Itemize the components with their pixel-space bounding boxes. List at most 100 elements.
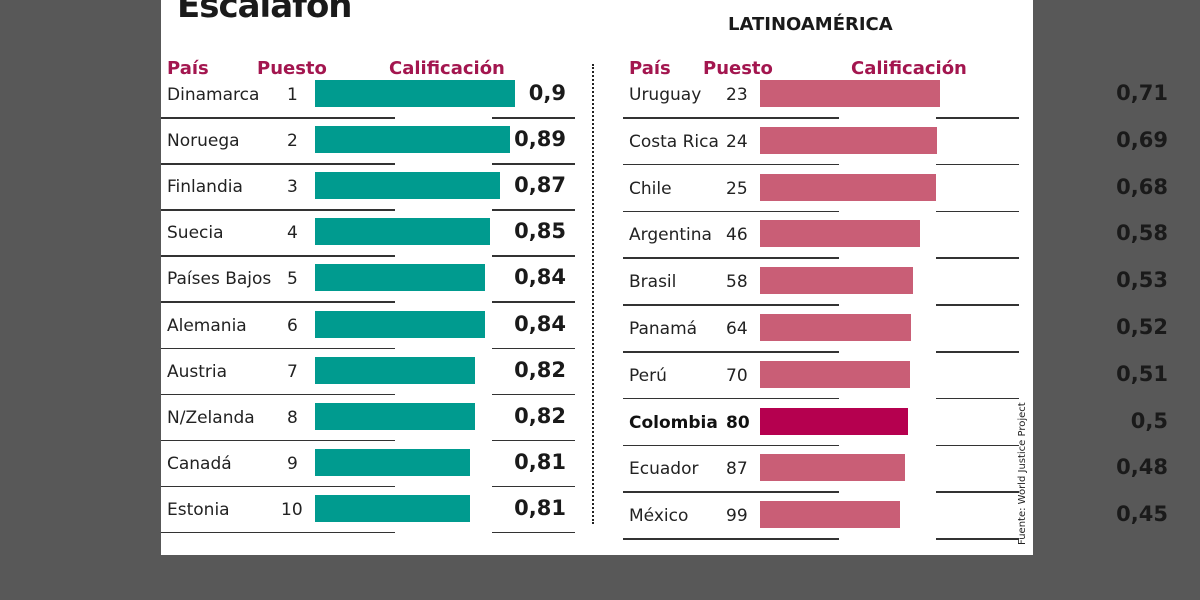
row-divider [161, 347, 395, 349]
score-value: 0,45 [1116, 502, 1168, 527]
row-divider [936, 538, 1019, 540]
table-row: Austria 7 0,82 [161, 350, 581, 396]
row-divider [492, 393, 575, 396]
country-label: Suecia [167, 223, 224, 244]
table-row: Uruguay 23 0,71 [623, 73, 1168, 119]
table-row: Dinamarca 1 0,9 [161, 73, 581, 119]
country-label: Argentina [629, 225, 712, 246]
table-row: Noruega 2 0,89 [161, 119, 581, 165]
country-label: Brasil [629, 272, 677, 293]
country-label: Finlandia [167, 177, 243, 198]
table-row: Chile 25 0,68 [623, 167, 1168, 213]
rank-label: 24 [726, 131, 748, 152]
score-bar [315, 494, 470, 522]
table-row: Alemania 6 0,84 [161, 304, 581, 350]
row-divider [623, 444, 839, 447]
row-divider [492, 209, 575, 211]
table-row: Costa Rica 24 0,69 [623, 120, 1168, 166]
row-divider [936, 397, 1019, 400]
rank-label: 8 [287, 407, 298, 428]
table-row: N/Zelanda 8 0,82 [161, 396, 581, 442]
row-divider [492, 347, 575, 349]
table-row: Canadá 9 0,81 [161, 442, 581, 488]
rank-label: 5 [287, 269, 298, 290]
score-bar [315, 126, 510, 154]
row-divider [492, 117, 575, 119]
rank-label: 80 [726, 412, 750, 433]
country-label: Austria [167, 361, 228, 382]
header-score-left: Calificación [389, 58, 505, 79]
rank-label: 25 [726, 178, 748, 199]
latam-title: LATINOAMÉRICA [728, 14, 893, 35]
table-row: Colombia 80 0,5 [623, 401, 1168, 447]
table-row: Suecia 4 0,85 [161, 211, 581, 257]
rank-label: 70 [726, 365, 748, 386]
row-divider [161, 209, 395, 211]
table-row: Brasil 58 0,53 [623, 260, 1168, 306]
score-bar [760, 454, 905, 482]
country-label: Chile [629, 178, 672, 199]
score-value: 0,85 [514, 219, 566, 244]
score-bar [760, 314, 912, 341]
score-value: 0,71 [1116, 81, 1168, 105]
row-divider [492, 531, 575, 534]
country-label: Noruega [167, 131, 240, 152]
row-divider [936, 444, 1019, 447]
rank-label: 87 [726, 459, 748, 480]
page-title: Escalafón [177, 0, 353, 26]
row-divider [161, 117, 395, 119]
country-label: Uruguay [629, 85, 702, 105]
score-bar [760, 407, 908, 435]
score-bar [315, 264, 485, 292]
row-divider [936, 117, 1019, 119]
row-divider [161, 163, 395, 165]
table-row: Panamá 64 0,52 [623, 307, 1168, 353]
score-value: 0,87 [514, 173, 566, 198]
score-value: 0,69 [1116, 127, 1168, 152]
score-bar [760, 267, 913, 295]
score-value: 0,81 [514, 495, 566, 520]
score-value: 0,58 [1116, 221, 1168, 246]
row-divider [623, 351, 839, 353]
row-divider [492, 163, 575, 165]
score-value: 0,89 [514, 127, 566, 152]
country-label: Dinamarca [167, 85, 260, 105]
score-value: 0,82 [514, 357, 566, 382]
country-label: Panamá [629, 319, 698, 339]
rank-label: 58 [726, 272, 748, 293]
table-row: Estonia 10 0,81 [161, 488, 581, 534]
header-country-right: País [629, 58, 671, 79]
row-divider [492, 485, 575, 488]
rank-label: 4 [287, 223, 298, 244]
table-row: Argentina 46 0,58 [623, 213, 1168, 259]
row-divider [623, 397, 839, 400]
country-label: Canadá [167, 453, 232, 474]
rank-label: 7 [287, 361, 298, 382]
row-divider [161, 301, 395, 303]
rank-label: 1 [287, 85, 298, 105]
row-divider [623, 491, 839, 493]
rank-label: 46 [726, 225, 748, 246]
header-rank-right: Puesto [703, 58, 773, 79]
row-divider [623, 538, 839, 540]
row-divider [936, 304, 1019, 306]
score-value: 0,53 [1116, 268, 1168, 293]
rank-label: 9 [287, 453, 298, 474]
header-country-left: País [167, 58, 209, 79]
score-bar [315, 402, 475, 430]
row-divider [623, 117, 839, 119]
rank-label: 23 [726, 85, 748, 105]
country-label: Estonia [167, 499, 230, 520]
score-bar [315, 448, 470, 476]
row-divider [936, 351, 1019, 353]
score-value: 0,84 [514, 311, 566, 336]
country-label: Ecuador [629, 459, 699, 480]
score-value: 0,51 [1116, 361, 1168, 386]
score-value: 0,52 [1116, 315, 1168, 339]
source-note: Fuente: World Justice Project [1017, 402, 1028, 545]
country-label: Alemania [167, 315, 247, 336]
row-divider [623, 304, 839, 306]
header-score-right: Calificación [851, 58, 967, 79]
table-row: México 99 0,45 [623, 494, 1168, 540]
row-divider [936, 257, 1019, 259]
